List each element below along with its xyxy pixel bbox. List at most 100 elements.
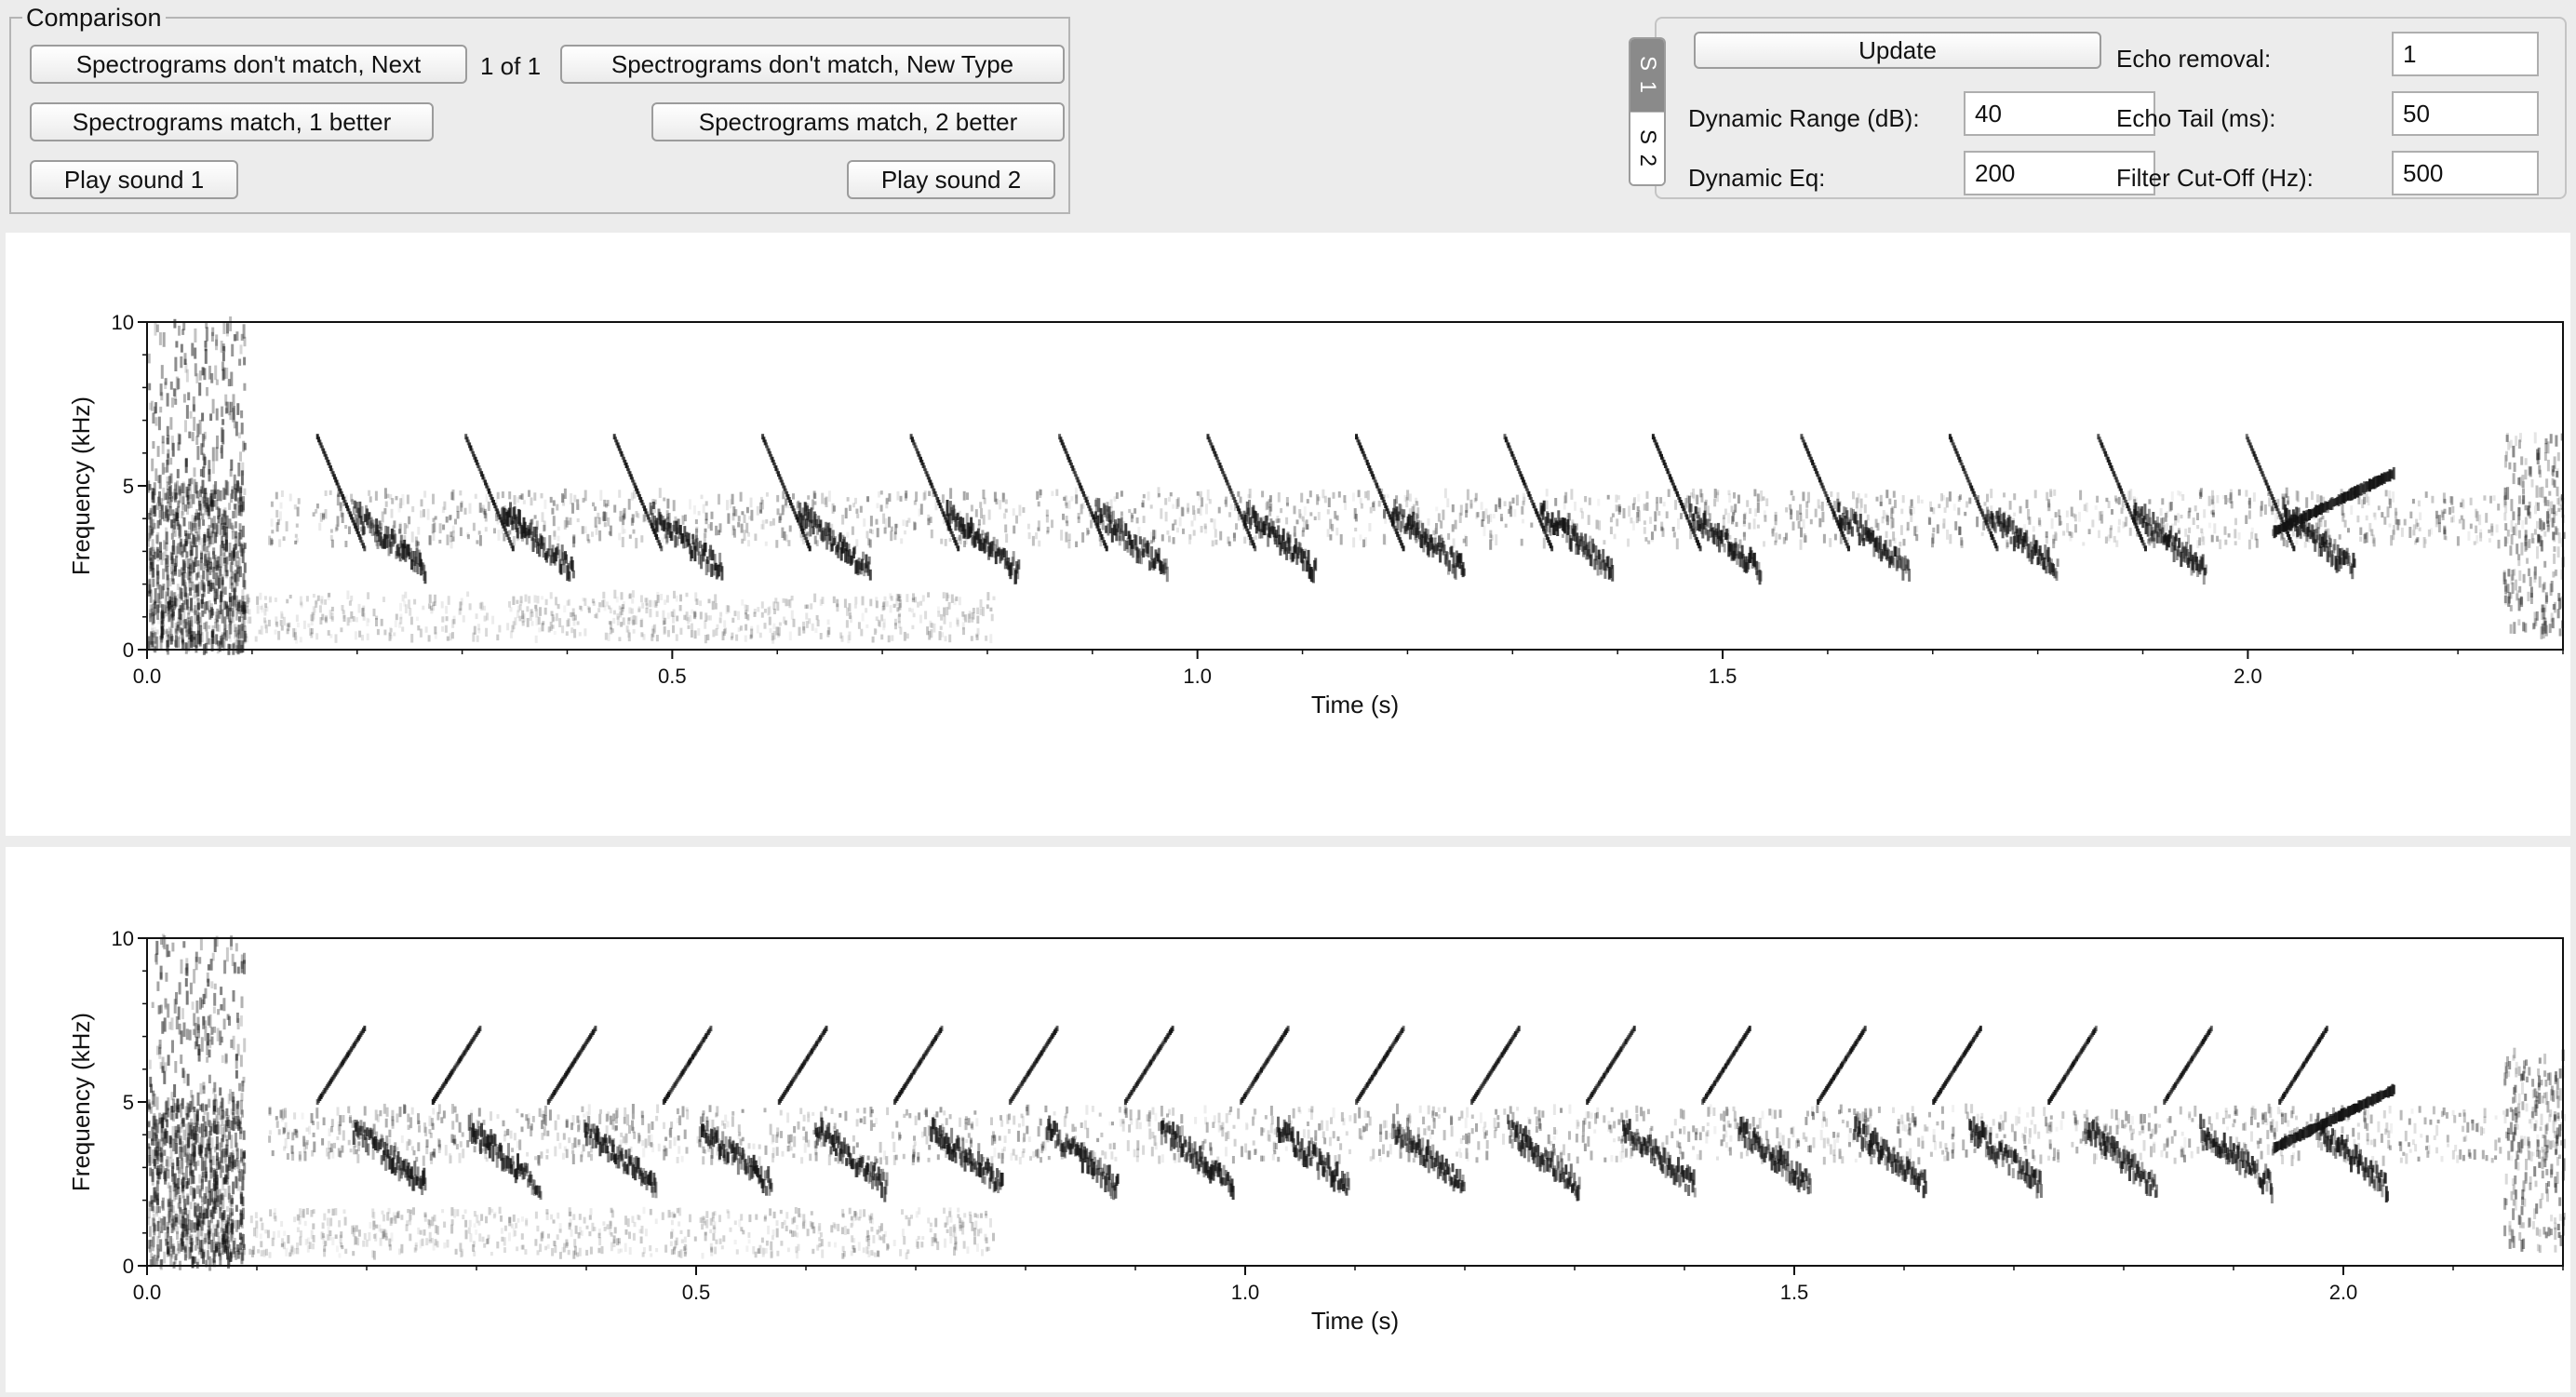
- energy-mark: [2140, 506, 2144, 517]
- energy-mark: [545, 551, 548, 563]
- energy-mark: [1415, 497, 1418, 504]
- energy-mark: [2294, 524, 2298, 531]
- energy-mark: [176, 468, 180, 478]
- energy-mark: [1598, 554, 1602, 570]
- energy-mark: [228, 518, 232, 529]
- energy-mark: [411, 550, 415, 562]
- energy-mark: [288, 493, 292, 502]
- energy-mark: [1287, 537, 1291, 554]
- energy-mark: [1819, 479, 1823, 486]
- energy-mark: [2161, 498, 2165, 505]
- energy-mark: [790, 503, 794, 509]
- play-sound-1-button[interactable]: Play sound 1: [30, 160, 238, 199]
- energy-mark: [2314, 522, 2318, 534]
- energy-mark: [389, 628, 393, 633]
- energy-mark: [151, 555, 154, 570]
- energy-mark: [2198, 559, 2202, 575]
- energy-mark: [1958, 526, 1962, 535]
- energy-mark: [191, 560, 195, 574]
- dont-match-next-button[interactable]: Spectrograms don't match, Next: [30, 45, 467, 84]
- energy-mark: [516, 610, 519, 619]
- dont-match-new-type-button[interactable]: Spectrograms don't match, New Type: [560, 45, 1065, 84]
- energy-mark: [543, 499, 547, 509]
- energy-mark: [748, 516, 752, 520]
- echo-tail-input[interactable]: [2392, 91, 2539, 136]
- energy-mark: [1358, 442, 1362, 449]
- energy-mark: [621, 525, 624, 534]
- energy-mark: [2416, 522, 2420, 527]
- energy-mark: [1481, 519, 1484, 528]
- energy-mark: [720, 566, 724, 581]
- energy-mark: [2142, 543, 2146, 549]
- energy-mark: [1362, 539, 1365, 548]
- energy-mark: [739, 491, 743, 502]
- energy-mark: [882, 622, 886, 631]
- energy-mark: [339, 503, 342, 508]
- energy-mark: [1498, 498, 1502, 510]
- energy-mark: [275, 621, 279, 627]
- energy-mark: [159, 383, 163, 396]
- energy-mark: [683, 614, 687, 621]
- match-1-better-button[interactable]: Spectrograms match, 1 better: [30, 102, 434, 141]
- energy-mark: [149, 557, 153, 569]
- energy-mark: [438, 523, 442, 534]
- energy-mark: [235, 608, 238, 621]
- energy-mark: [195, 545, 198, 559]
- tab-s1[interactable]: S 1: [1630, 39, 1664, 112]
- energy-mark: [172, 569, 176, 576]
- play-sound-2-button[interactable]: Play sound 2: [847, 160, 1055, 199]
- energy-mark: [2302, 522, 2305, 533]
- energy-mark: [759, 509, 763, 514]
- energy-mark: [204, 341, 208, 352]
- energy-mark: [162, 568, 166, 580]
- match-2-better-button[interactable]: Spectrograms match, 2 better: [651, 102, 1065, 141]
- energy-mark: [655, 611, 659, 617]
- energy-mark: [165, 542, 168, 551]
- energy-mark: [413, 551, 417, 567]
- energy-mark: [320, 598, 324, 604]
- energy-mark: [153, 522, 156, 530]
- filter-cutoff-input[interactable]: [2392, 151, 2539, 195]
- energy-mark: [648, 517, 651, 523]
- energy-mark: [661, 537, 664, 544]
- energy-mark: [164, 382, 168, 389]
- energy-mark: [2202, 536, 2206, 545]
- update-button[interactable]: Update: [1694, 32, 2101, 69]
- energy-mark: [1681, 503, 1684, 509]
- energy-mark: [521, 621, 525, 626]
- energy-mark: [2291, 543, 2295, 549]
- energy-mark: [875, 597, 879, 602]
- energy-mark: [1734, 542, 1737, 557]
- energy-mark: [825, 534, 829, 550]
- energy-mark: [771, 517, 775, 526]
- energy-mark: [1438, 535, 1441, 547]
- energy-mark: [2475, 534, 2479, 544]
- energy-mark: [1763, 510, 1766, 518]
- energy-mark: [184, 619, 188, 633]
- tab-s2[interactable]: S 2: [1630, 112, 1664, 184]
- energy-mark: [155, 564, 159, 576]
- energy-mark: [798, 502, 802, 517]
- energy-mark: [1303, 551, 1306, 559]
- energy-mark: [1011, 557, 1014, 567]
- energy-mark: [1704, 528, 1708, 534]
- energy-mark: [369, 496, 372, 503]
- energy-mark: [798, 626, 801, 637]
- energy-mark: [1928, 517, 1932, 525]
- energy-mark: [2259, 465, 2262, 472]
- energy-mark: [164, 635, 168, 640]
- energy-mark: [592, 502, 595, 507]
- energy-mark: [1524, 485, 1528, 491]
- energy-mark: [603, 499, 607, 507]
- energy-mark: [1692, 488, 1696, 499]
- energy-mark: [199, 636, 203, 643]
- energy-mark: [1313, 516, 1317, 520]
- echo-removal-input[interactable]: [2392, 32, 2539, 76]
- energy-mark: [2222, 495, 2226, 500]
- energy-mark: [813, 535, 817, 544]
- energy-mark: [780, 479, 784, 486]
- dynamic-range-input[interactable]: [1964, 91, 2155, 136]
- energy-mark: [1885, 512, 1888, 521]
- dynamic-eq-input[interactable]: [1964, 151, 2155, 195]
- energy-mark: [1067, 539, 1071, 549]
